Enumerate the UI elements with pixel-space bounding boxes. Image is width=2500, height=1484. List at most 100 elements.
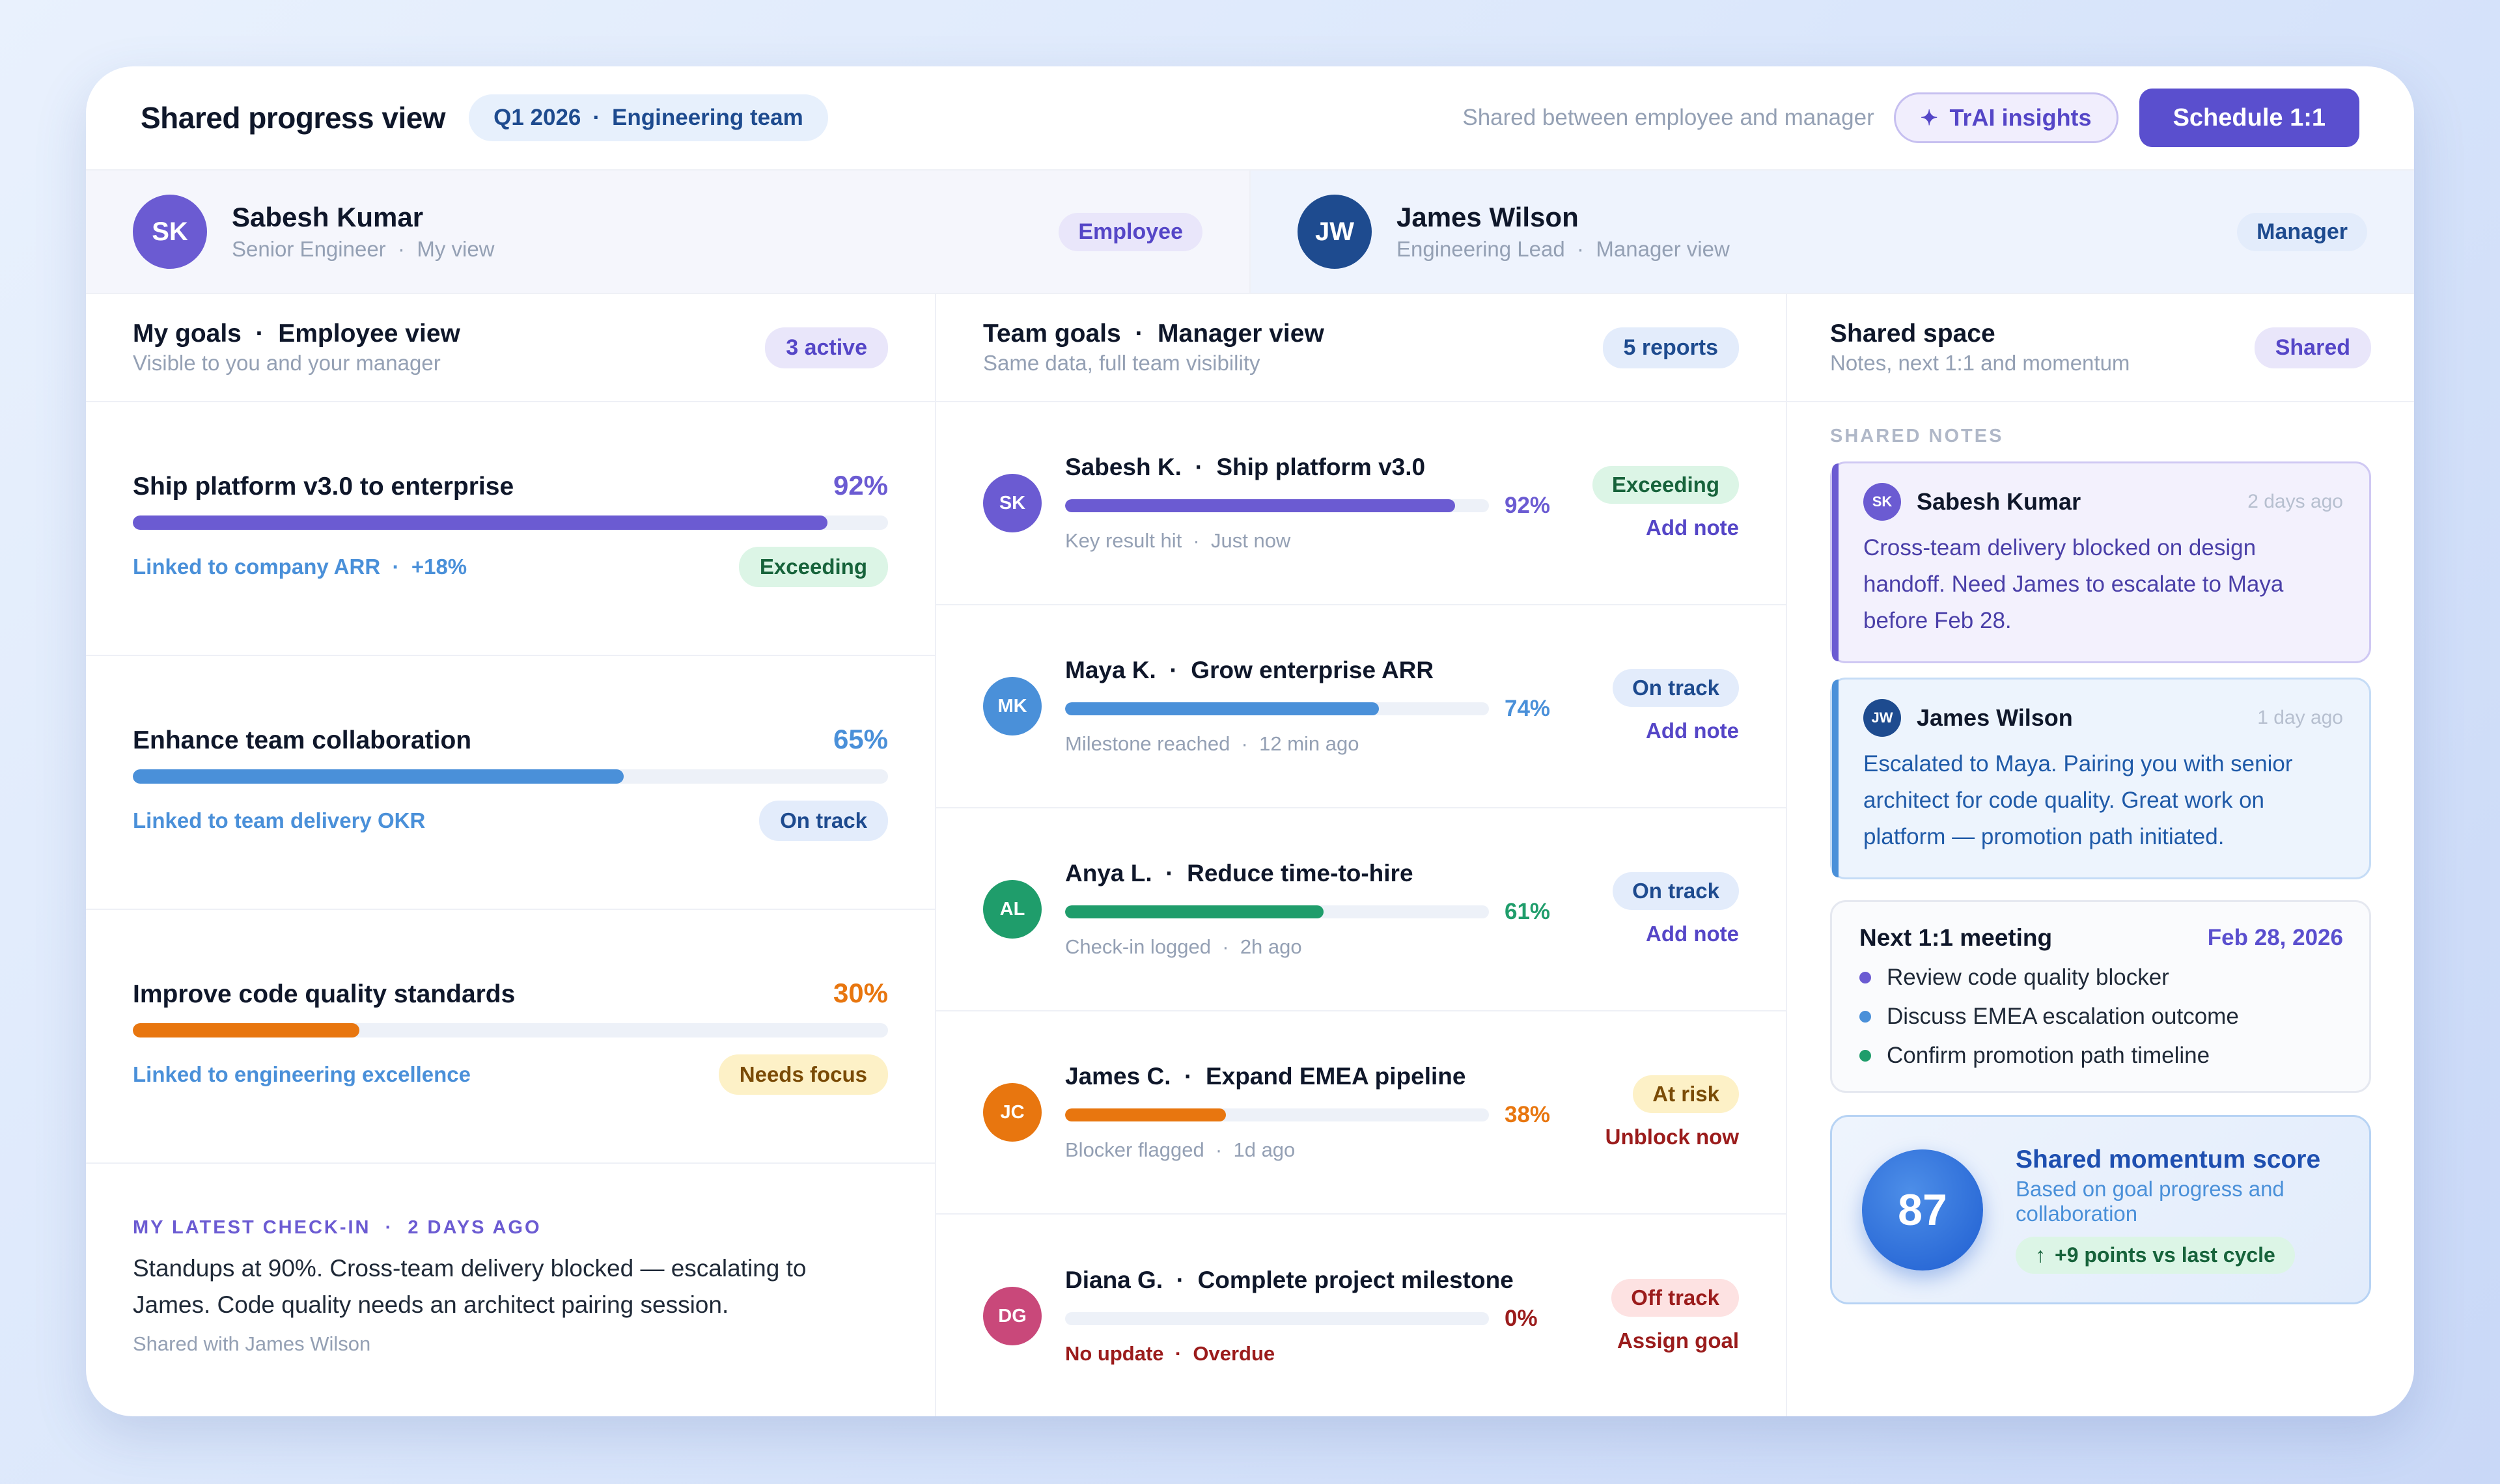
avatar: JW xyxy=(1298,195,1372,269)
progress-fill xyxy=(1065,905,1324,918)
goal-link[interactable]: Linked to engineering excellence xyxy=(133,1062,471,1086)
shared-space-title: Shared space xyxy=(1830,320,1995,348)
meeting-title: Next 1:1 meeting xyxy=(1859,924,2053,951)
checkin-footer: Shared with James Wilson xyxy=(133,1332,371,1355)
team-row[interactable]: MK Maya K. · Grow enterprise ARR 74% Mil… xyxy=(936,605,1786,808)
goal-progress-bar xyxy=(133,515,888,530)
manager-name: James Wilson xyxy=(1396,202,1579,232)
team-goal-title: Diana G. · Complete project milestone xyxy=(1065,1267,1514,1293)
next-meeting-card[interactable]: Next 1:1 meeting Feb 28, 2026 Review cod… xyxy=(1830,900,2371,1093)
unblock-now-button[interactable]: Unblock now xyxy=(1605,1125,1739,1149)
separator-dot: · xyxy=(592,105,601,130)
momentum-delta: +9 points vs last cycle xyxy=(2055,1243,2275,1267)
status-badge: Needs focus xyxy=(718,1054,888,1095)
add-note-button[interactable]: Add note xyxy=(1646,922,1739,946)
add-note-button[interactable]: Add note xyxy=(1646,719,1739,743)
note-text: Cross-team delivery blocked on design ha… xyxy=(1863,535,2284,633)
team-row[interactable]: JC James C. · Expand EMEA pipeline 38% B… xyxy=(936,1011,1786,1215)
progress-fill xyxy=(133,769,624,784)
bullet-icon xyxy=(1859,1011,1871,1023)
shared-progress-card: Shared progress view Q1 2026 · Engineeri… xyxy=(86,66,2414,1416)
employee-name: Sabesh Kumar xyxy=(232,202,424,232)
page-title: Shared progress view xyxy=(141,101,446,135)
goal-card[interactable]: Ship platform v3.0 to enterprise 92% Lin… xyxy=(86,402,935,656)
note-author: Sabesh Kumar xyxy=(1917,488,2081,515)
team-goal-percent: 61% xyxy=(1505,899,1551,924)
momentum-delta-chip: ↑ +9 points vs last cycle xyxy=(2016,1237,2295,1274)
header: Shared progress view Q1 2026 · Engineeri… xyxy=(86,66,2414,171)
team-progress-bar xyxy=(1065,1108,1489,1121)
momentum-subtitle: Based on goal progress and collaboration xyxy=(2016,1177,2285,1226)
shared-between-text: Shared between employee and manager xyxy=(1462,105,1874,130)
note-text: Escalated to Maya. Pairing you with seni… xyxy=(1863,751,2293,849)
team-goal-title: Maya K. · Grow enterprise ARR xyxy=(1065,657,1434,683)
team-progress-bar xyxy=(1065,499,1489,512)
goal-card[interactable]: Enhance team collaboration 65% Linked to… xyxy=(86,656,935,910)
team-progress-bar xyxy=(1065,702,1489,715)
add-note-button[interactable]: Add note xyxy=(1646,515,1739,540)
team-label: Engineering team xyxy=(612,105,803,130)
goal-progress-bar xyxy=(133,1023,888,1037)
manager-title: Engineering Lead xyxy=(1396,237,1565,261)
team-goal-percent: 0% xyxy=(1505,1306,1538,1331)
assign-goal-button[interactable]: Assign goal xyxy=(1617,1328,1739,1353)
goal-percent: 30% xyxy=(833,978,888,1008)
active-count-badge: 3 active xyxy=(765,327,888,368)
avatar: MK xyxy=(983,677,1042,735)
my-goals-header: My goals · Employee view Visible to you … xyxy=(86,294,935,402)
team-goal-title: Sabesh K. · Ship platform v3.0 xyxy=(1065,454,1426,480)
goal-link[interactable]: Linked to company ARR · +18% xyxy=(133,555,467,579)
avatar: SK xyxy=(133,195,207,269)
team-goals-subtitle: Same data, full team visibility xyxy=(983,351,1260,375)
shared-space-column: Shared space Notes, next 1:1 and momentu… xyxy=(1787,294,2414,1416)
team-goal-percent: 92% xyxy=(1505,493,1551,518)
meeting-date: Feb 28, 2026 xyxy=(2207,925,2343,950)
team-row[interactable]: DG Diana G. · Complete project milestone… xyxy=(936,1215,1786,1416)
arrow-up-icon: ↑ xyxy=(2035,1243,2046,1267)
goal-card[interactable]: Improve code quality standards 30% Linke… xyxy=(86,910,935,1164)
status-badge: On track xyxy=(759,801,888,841)
shared-space-subtitle: Notes, next 1:1 and momentum xyxy=(1830,351,2130,375)
separator-dot: · xyxy=(1570,237,1596,261)
employee-card: SK Sabesh Kumar Senior Engineer · My vie… xyxy=(86,171,1251,293)
goal-title: Enhance team collaboration xyxy=(133,726,472,754)
schedule-1on1-button[interactable]: Schedule 1:1 xyxy=(2139,89,2359,147)
period-label: Q1 2026 xyxy=(493,105,581,130)
team-progress-bar xyxy=(1065,905,1489,918)
team-row[interactable]: SK Sabesh K. · Ship platform v3.0 92% Ke… xyxy=(936,402,1786,605)
status-badge: On track xyxy=(1613,669,1739,707)
agenda-item: Confirm promotion path timeline xyxy=(1859,1043,2343,1069)
shared-notes-label: SHARED NOTES xyxy=(1830,426,2004,447)
agenda-item: Discuss EMEA escalation outcome xyxy=(1859,1004,2343,1030)
goal-progress-bar xyxy=(133,769,888,784)
team-goal-percent: 74% xyxy=(1505,696,1551,721)
employee-view: My view xyxy=(417,237,495,261)
sparkle-icon: ✦ xyxy=(1920,106,1938,130)
period-team-pill[interactable]: Q1 2026 · Engineering team xyxy=(469,94,828,141)
team-goal-meta: Milestone reached · 12 min ago xyxy=(1065,732,1359,755)
latest-checkin: MY LATEST CHECK-IN · 2 DAYS AGO Standups… xyxy=(86,1164,935,1356)
shared-space-header: Shared space Notes, next 1:1 and momentu… xyxy=(1787,294,2414,402)
reports-count-badge: 5 reports xyxy=(1602,327,1739,368)
checkin-text: Standups at 90%. Cross-team delivery blo… xyxy=(133,1255,807,1318)
manager-card: JW James Wilson Engineering Lead · Manag… xyxy=(1251,171,2414,293)
goal-percent: 92% xyxy=(833,470,888,501)
status-badge: At risk xyxy=(1633,1075,1739,1113)
status-badge: Off track xyxy=(1611,1279,1739,1317)
trai-insights-button[interactable]: ✦ TrAI insights xyxy=(1893,92,2118,143)
note-timestamp: 1 day ago xyxy=(2257,707,2343,728)
my-goals-title: My goals · Employee view xyxy=(133,320,460,348)
team-goal-title: James C. · Expand EMEA pipeline xyxy=(1065,1063,1466,1090)
progress-fill xyxy=(1065,702,1379,715)
team-goal-meta: Blocker flagged · 1d ago xyxy=(1065,1138,1296,1161)
employee-title: Senior Engineer xyxy=(232,237,386,261)
progress-fill xyxy=(1065,1108,1227,1121)
status-badge: Exceeding xyxy=(738,547,888,587)
shared-note[interactable]: JW James Wilson 1 day ago Escalated to M… xyxy=(1830,678,2371,879)
my-goals-column: My goals · Employee view Visible to you … xyxy=(86,294,936,1416)
team-row[interactable]: AL Anya L. · Reduce time-to-hire 61% Che… xyxy=(936,808,1786,1011)
team-goals-column: Team goals · Manager view Same data, ful… xyxy=(936,294,1787,1416)
bullet-icon xyxy=(1859,1050,1871,1062)
goal-link[interactable]: Linked to team delivery OKR xyxy=(133,808,426,832)
shared-note[interactable]: SK Sabesh Kumar 2 days ago Cross-team de… xyxy=(1830,461,2371,663)
